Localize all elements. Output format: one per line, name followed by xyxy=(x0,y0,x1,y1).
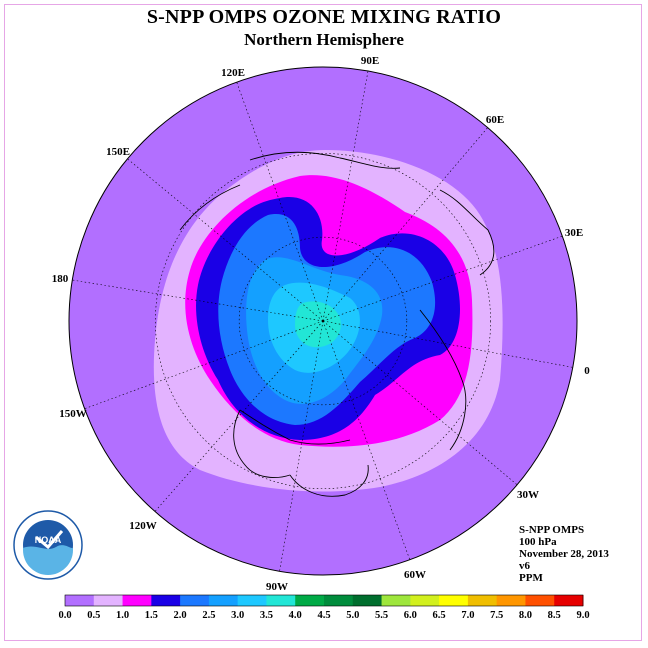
longitude-label: 150W xyxy=(59,408,87,420)
longitude-label: 60W xyxy=(404,569,426,581)
colorbar-tick-label: 0.5 xyxy=(87,610,100,621)
coastline-greenland xyxy=(419,309,467,451)
longitude-label: 90E xyxy=(361,55,379,67)
colorbar-segment xyxy=(381,595,411,606)
map-subtitle: Northern Hemisphere xyxy=(244,30,404,49)
info-version: v6 xyxy=(519,560,530,572)
colorbar-tick-label: 3.0 xyxy=(231,610,244,621)
noaa-logo-text: NOAA xyxy=(35,535,62,545)
colorbar-tick-label: 2.5 xyxy=(202,610,215,621)
colorbar-tick-label: 3.5 xyxy=(260,610,273,621)
coastline-north-america xyxy=(239,409,351,445)
colorbar-segment xyxy=(295,595,325,606)
colorbar-segment xyxy=(352,595,383,606)
colorbar-segment xyxy=(180,595,210,606)
colorbar-segment xyxy=(554,595,584,606)
ozone-field xyxy=(69,67,577,575)
figure-frame xyxy=(4,4,642,641)
longitude-label: 0 xyxy=(584,365,590,377)
latitude-circle xyxy=(155,153,491,489)
info-instrument: S-NPP OMPS xyxy=(519,524,585,536)
colorbar-tick-label: 4.5 xyxy=(317,610,330,621)
graticule xyxy=(72,70,573,572)
coastlines xyxy=(179,151,495,497)
colorbar-segment xyxy=(93,595,124,606)
info-date: November 28, 2013 xyxy=(519,548,609,560)
colorbar-tick-label: 1.0 xyxy=(116,610,129,621)
contour-3.5-4.0 xyxy=(295,301,341,348)
colorbar-segment xyxy=(208,595,239,606)
colorbar-tick-label: 8.0 xyxy=(519,610,532,621)
coastline-north-america-west xyxy=(233,409,291,478)
info-block: S-NPP OMPS 100 hPa November 28, 2013 v6 … xyxy=(519,524,609,584)
colorbar-segment xyxy=(65,595,95,606)
colorbar-tick-label: 5.0 xyxy=(346,610,359,621)
colorbar-border xyxy=(64,594,584,607)
longitude-label: 90W xyxy=(266,581,288,593)
colorbar-segment xyxy=(266,595,296,606)
longitude-label: 30E xyxy=(565,227,583,239)
colorbar-segment xyxy=(122,595,152,606)
colorbar-segment xyxy=(439,595,469,606)
colorbar-segment xyxy=(496,595,526,606)
colorbar-tick-label: 7.0 xyxy=(461,610,474,621)
longitude-label: 120E xyxy=(221,67,245,79)
noaa-logo: NOAA xyxy=(13,510,83,580)
coastline-asia xyxy=(249,151,401,169)
colorbar-tick-label: 1.5 xyxy=(145,610,158,621)
longitude-labels: 90E 60E 30E 0 30W 60W 90W 120W 150W 180 150E 120E xyxy=(52,55,591,593)
colorbar-segment xyxy=(151,595,181,606)
colorbar: 0.0 0.5 1.0 1.5 2.0 2.5 3.0 3.5 4.0 4.5 5.0 5.5 6.0 6… xyxy=(58,594,590,621)
colorbar-segment xyxy=(467,595,498,606)
coastline-gulf xyxy=(289,464,369,497)
longitude-label: 60E xyxy=(486,114,504,126)
info-units: PPM xyxy=(519,572,543,584)
colorbar-segment xyxy=(410,595,440,606)
colorbar-tick-label: 2.0 xyxy=(174,610,187,621)
colorbar-tick-label: 7.5 xyxy=(490,610,503,621)
info-level: 100 hPa xyxy=(519,536,557,548)
coastline-europe xyxy=(439,189,495,276)
longitude-label: 180 xyxy=(52,273,69,285)
colorbar-segment xyxy=(525,595,555,606)
colorbar-tick-label: 6.5 xyxy=(433,610,446,621)
colorbar-segment xyxy=(237,595,267,606)
colorbar-tick-label: 0.0 xyxy=(58,610,71,621)
longitude-label: 150E xyxy=(106,146,130,158)
longitude-label: 120W xyxy=(129,520,157,532)
colorbar-tick-label: 9.0 xyxy=(576,610,589,621)
colorbar-tick-label: 6.0 xyxy=(404,610,417,621)
map-boundary xyxy=(68,66,578,576)
colorbar-tick-label: 8.5 xyxy=(548,610,561,621)
coastline-kamchatka xyxy=(179,184,241,231)
map-title: S-NPP OMPS OZONE MIXING RATIO xyxy=(146,6,502,28)
colorbar-tick-label: 4.0 xyxy=(289,610,302,621)
colorbar-segment xyxy=(324,595,354,606)
latitude-circle xyxy=(238,236,408,406)
longitude-label: 30W xyxy=(517,489,539,501)
colorbar-tick-label: 5.5 xyxy=(375,610,388,621)
